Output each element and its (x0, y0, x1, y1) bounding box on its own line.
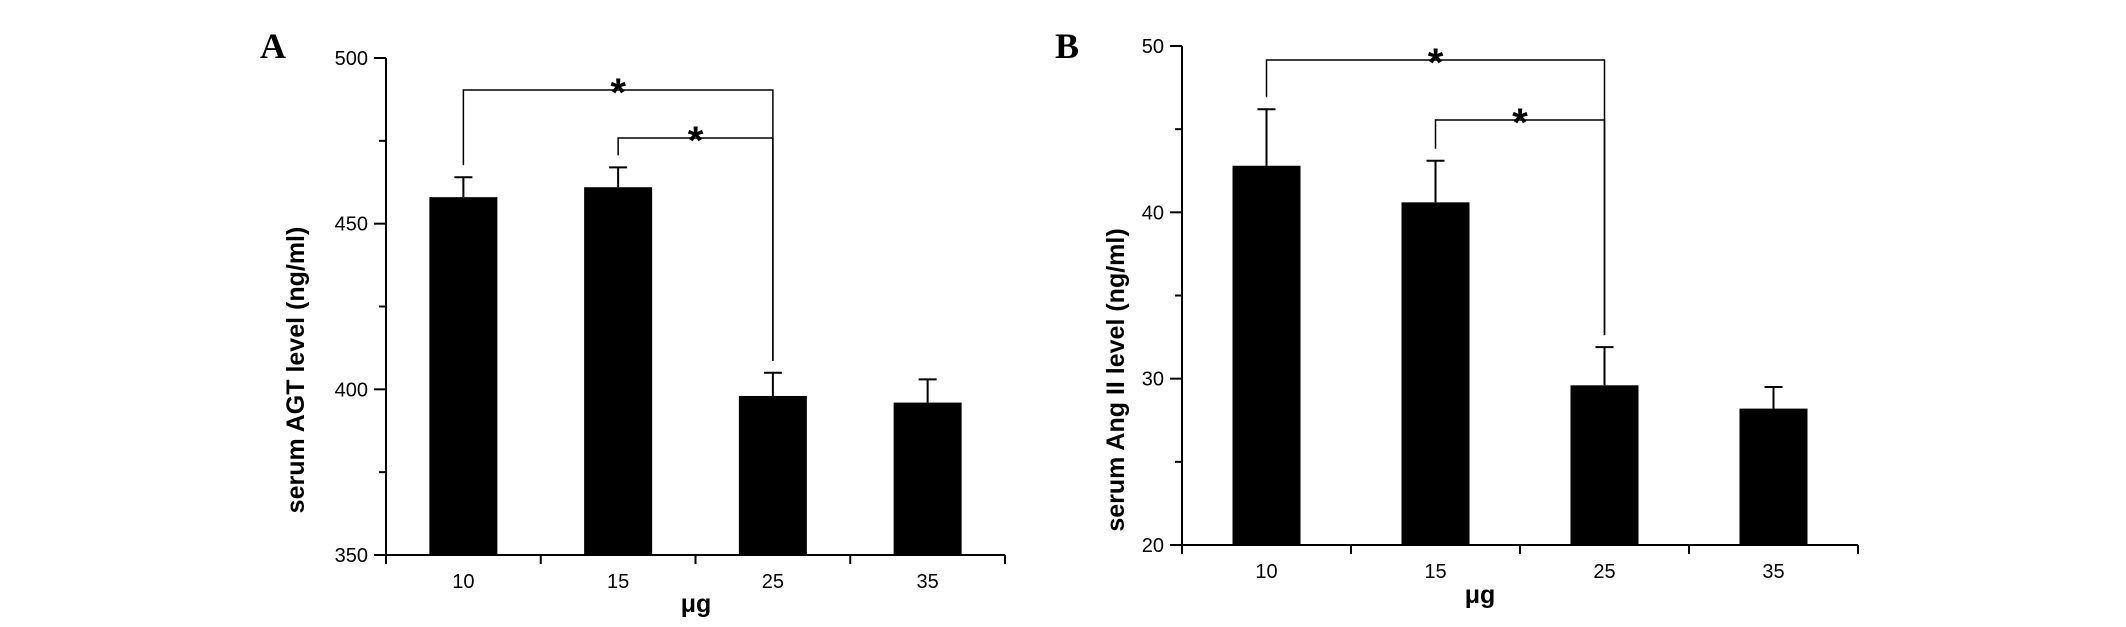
panel-a-y-axis-title: serum AGT level (ng/ml) (282, 227, 310, 514)
panel-a-y-tick-label: 450 (335, 214, 368, 236)
panel-a-significance-star: * (688, 119, 704, 163)
panel-b-y-axis-title: serum Ang II level (ng/ml) (1102, 228, 1130, 531)
panel-b-bar (1570, 385, 1639, 545)
panel-b-chart: B serum Ang II level (ng/ml) μg 20 30 40 50… (1055, 26, 1859, 609)
panel-b-significance-bracket (1434, 119, 1606, 336)
panel-b-letter: B (1055, 26, 1079, 66)
panel-b-y-tick-label: 30 (1142, 369, 1164, 391)
panel-b-significance-star: * (1428, 41, 1444, 85)
panel-b-x-tick-label: 35 (1762, 561, 1784, 583)
panel-b-x-tick-label: 25 (1593, 561, 1615, 583)
panel-a-y-tick-label: 350 (335, 545, 368, 567)
panel-b-y-tick-label: 40 (1142, 202, 1164, 224)
panel-a-x-tick-label: 10 (452, 571, 474, 593)
panel-a-y-tick-label: 400 (335, 379, 368, 401)
panel-a-y-tick-label: 500 (335, 48, 368, 70)
panel-a-bar (893, 402, 962, 555)
panel-b-y-tick-label: 50 (1142, 36, 1164, 58)
panel-b-x-tick-label: 10 (1255, 561, 1277, 583)
panel-a-bar (429, 197, 498, 555)
panel-b-x-tick-label: 15 (1424, 561, 1446, 583)
panel-b-bar (1401, 202, 1470, 545)
panel-a-x-tick-label: 15 (607, 571, 629, 593)
panel-a-x-tick-label: 35 (917, 571, 939, 593)
panel-b-plot-area: 20 30 40 50 10 15 25 35 * * (1142, 36, 1859, 583)
panel-a-x-axis-title: μg (681, 590, 712, 618)
panel-a-significance-bracket (617, 137, 774, 361)
panel-a-significance-star: * (610, 71, 626, 115)
panel-b-x-axis-title: μg (1465, 581, 1496, 609)
panel-a-letter: A (260, 26, 286, 66)
panel-a-bar (738, 395, 807, 555)
panel-b-y-tick-label: 20 (1142, 535, 1164, 557)
panel-b-bar (1739, 408, 1808, 545)
panel-a-chart: A serum AGT level (ng/ml) μg 350 400 450 50… (260, 26, 1006, 618)
panel-a-plot-area: 350 400 450 500 10 15 25 35 * * (335, 48, 1006, 593)
panel-a-bar (584, 187, 653, 555)
panel-b-bar (1232, 165, 1301, 545)
panel-a-x-tick-label: 25 (762, 571, 784, 593)
panel-b-significance-star: * (1512, 101, 1528, 145)
